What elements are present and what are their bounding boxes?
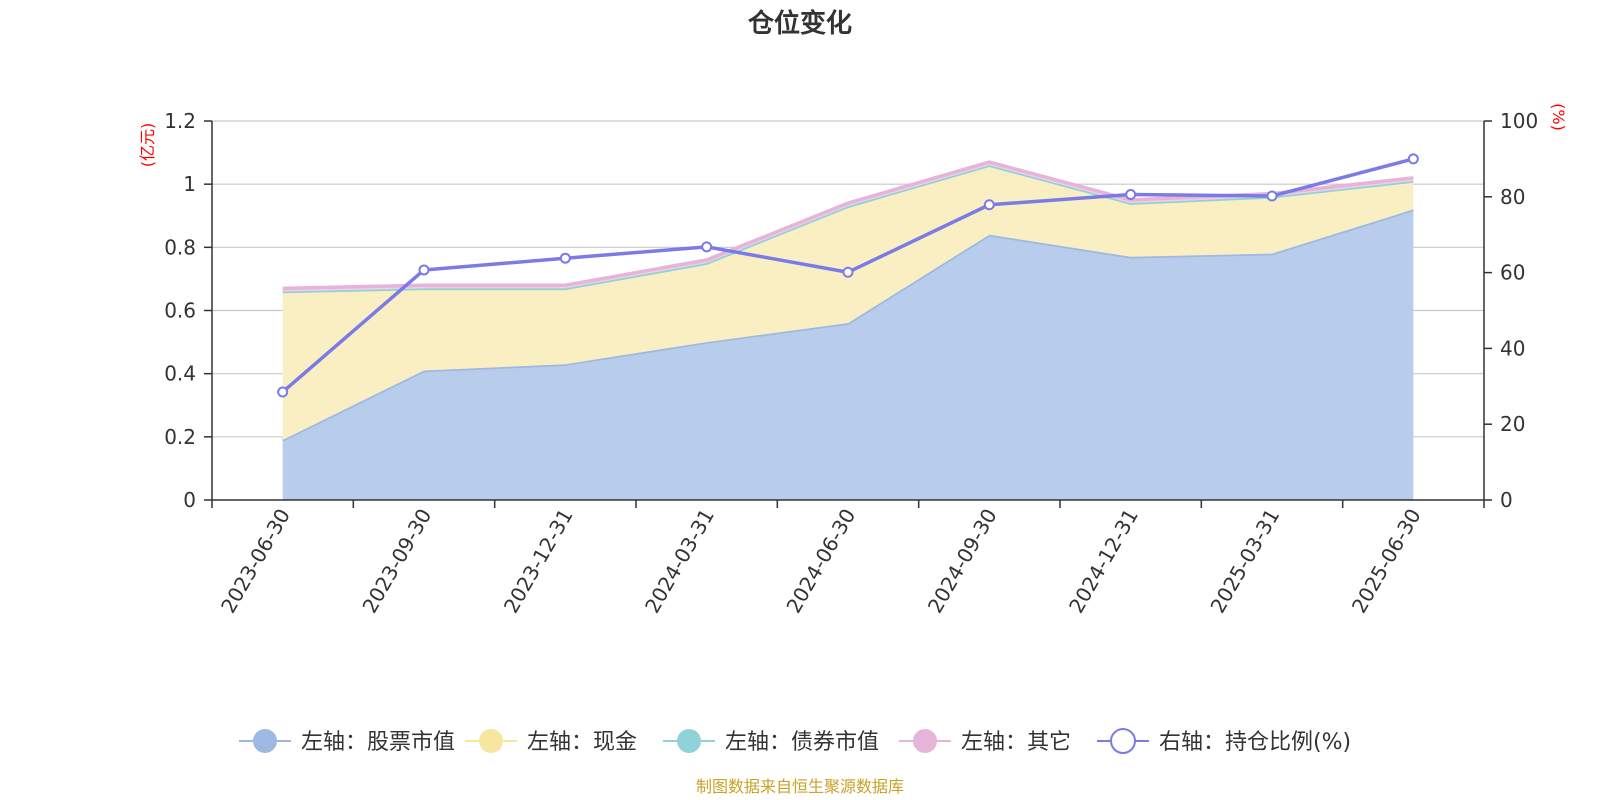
x-tick-label: 2024-03-31	[640, 505, 719, 618]
ratio-point	[418, 264, 430, 276]
legend-swatch-marker	[1110, 728, 1136, 754]
ratio-point	[842, 266, 854, 278]
ratio-point	[983, 199, 995, 211]
left-tick-label: 0.4	[164, 362, 196, 386]
left-tick-label: 1.2	[164, 109, 196, 133]
right-tick-label: 0	[1500, 488, 1513, 512]
x-tick-labels: 2023-06-30 2023-09-30 2023-12-31 2024-03-31…	[216, 505, 1426, 618]
area-1	[282, 165, 1414, 440]
ratio-point	[1125, 189, 1137, 201]
ratio-point	[701, 241, 713, 253]
source-note: 制图数据来自恒生聚源数据库	[696, 777, 904, 796]
area-0	[282, 209, 1414, 500]
legend-label: 右轴：持仓比例(%)	[1159, 730, 1351, 755]
legend-label: 左轴：其它	[961, 730, 1071, 755]
x-tick-label: 2024-09-30	[923, 505, 1002, 618]
axes: 0 0.2 0.4 0.6 0.8 1 1.2 0 20 40 60 80 100	[164, 109, 1538, 512]
legend-item-0: 左轴：股票市值	[239, 729, 455, 755]
left-tick-label: 1	[183, 172, 196, 196]
ratio-point	[1266, 190, 1278, 202]
left-axis-unit: (亿元)	[138, 123, 157, 168]
right-axis-unit: (%)	[1549, 103, 1568, 131]
legend: 左轴：股票市值 左轴：现金 左轴：债券市值 左轴：其它 右轴：持仓比例(%)	[239, 728, 1351, 755]
ratio-point	[1407, 153, 1419, 165]
right-tick-label: 20	[1500, 412, 1525, 436]
right-tick-label: 100	[1500, 109, 1538, 133]
legend-item-2: 左轴：债券市值	[663, 729, 879, 755]
x-tick-label: 2023-09-30	[357, 505, 436, 618]
legend-label: 左轴：现金	[527, 730, 637, 755]
x-tick-label: 2025-06-30	[1347, 505, 1426, 618]
left-tick-label: 0.2	[164, 425, 196, 449]
ratio-point	[559, 252, 571, 264]
x-tick-label: 2024-06-30	[781, 505, 860, 618]
legend-label: 左轴：债券市值	[725, 730, 879, 755]
x-tick-label: 2024-12-31	[1064, 505, 1143, 618]
area-series	[281, 160, 1414, 500]
legend-item-4: 右轴：持仓比例(%)	[1097, 728, 1351, 755]
legend-swatch-marker	[479, 729, 503, 753]
legend-swatch-marker	[677, 729, 701, 753]
legend-label: 左轴：股票市值	[301, 730, 455, 755]
legend-swatch-marker	[913, 729, 937, 753]
x-tick-label: 2025-03-31	[1205, 505, 1284, 618]
legend-swatch-marker	[253, 729, 277, 753]
chart-title: 仓位变化	[747, 8, 852, 39]
right-tick-label: 40	[1500, 336, 1525, 360]
left-tick-label: 0	[183, 488, 196, 512]
x-tick-label: 2023-12-31	[499, 505, 578, 618]
legend-item-1: 左轴：现金	[465, 729, 637, 755]
right-tick-label: 80	[1500, 185, 1525, 209]
left-tick-label: 0.6	[164, 299, 196, 323]
right-tick-label: 60	[1500, 261, 1525, 285]
left-tick-label: 0.8	[164, 235, 196, 259]
legend-item-3: 左轴：其它	[899, 729, 1071, 755]
x-tick-label: 2023-06-30	[216, 505, 295, 618]
ratio-line-series	[277, 153, 1419, 398]
ratio-point	[277, 386, 289, 398]
